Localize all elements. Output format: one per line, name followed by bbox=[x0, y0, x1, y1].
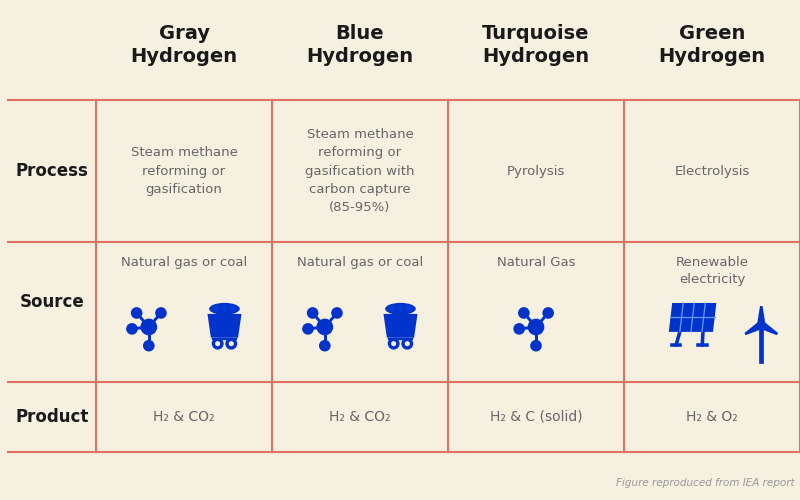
Text: H₂ & CO₂: H₂ & CO₂ bbox=[154, 410, 214, 424]
Circle shape bbox=[388, 338, 400, 349]
Circle shape bbox=[303, 324, 313, 334]
Text: Natural gas or coal: Natural gas or coal bbox=[297, 256, 423, 269]
Text: Figure reproduced from IEA report: Figure reproduced from IEA report bbox=[616, 478, 795, 488]
Circle shape bbox=[156, 308, 166, 318]
Text: Product: Product bbox=[15, 408, 89, 426]
Circle shape bbox=[226, 338, 238, 349]
Text: Pyrolysis: Pyrolysis bbox=[507, 164, 565, 177]
Polygon shape bbox=[669, 303, 716, 332]
Circle shape bbox=[528, 320, 544, 334]
Text: H₂ & C (solid): H₂ & C (solid) bbox=[490, 410, 582, 424]
Text: H₂ & CO₂: H₂ & CO₂ bbox=[330, 410, 390, 424]
Text: H₂ & O₂: H₂ & O₂ bbox=[686, 410, 738, 424]
Text: Process: Process bbox=[15, 162, 89, 180]
Circle shape bbox=[514, 324, 524, 334]
Text: Electrolysis: Electrolysis bbox=[674, 164, 750, 177]
Circle shape bbox=[391, 341, 396, 346]
Ellipse shape bbox=[222, 304, 227, 312]
Circle shape bbox=[212, 338, 224, 349]
Text: Green
Hydrogen: Green Hydrogen bbox=[658, 24, 766, 66]
Polygon shape bbox=[757, 306, 766, 325]
Circle shape bbox=[518, 308, 529, 318]
Ellipse shape bbox=[390, 304, 396, 312]
Circle shape bbox=[405, 341, 410, 346]
Ellipse shape bbox=[406, 304, 411, 312]
Text: Steam methane
reforming or
gasification with
carbon capture
(85-95%): Steam methane reforming or gasification … bbox=[306, 128, 414, 214]
Text: Source: Source bbox=[20, 293, 84, 311]
Text: Natural Gas: Natural Gas bbox=[497, 256, 575, 269]
Ellipse shape bbox=[230, 304, 235, 312]
Circle shape bbox=[131, 308, 142, 318]
Circle shape bbox=[307, 308, 318, 318]
Ellipse shape bbox=[209, 303, 240, 315]
Circle shape bbox=[543, 308, 554, 318]
Text: Gray
Hydrogen: Gray Hydrogen bbox=[130, 24, 238, 66]
Circle shape bbox=[531, 340, 541, 351]
Circle shape bbox=[127, 324, 137, 334]
Circle shape bbox=[144, 340, 154, 351]
Circle shape bbox=[229, 341, 234, 346]
Circle shape bbox=[332, 308, 342, 318]
Polygon shape bbox=[745, 321, 763, 335]
Ellipse shape bbox=[214, 304, 220, 312]
Ellipse shape bbox=[385, 303, 416, 315]
Circle shape bbox=[320, 340, 330, 351]
Circle shape bbox=[215, 341, 220, 346]
Text: Turquoise
Hydrogen: Turquoise Hydrogen bbox=[482, 24, 590, 66]
Polygon shape bbox=[207, 314, 242, 338]
Polygon shape bbox=[383, 314, 418, 338]
Circle shape bbox=[402, 338, 414, 349]
Circle shape bbox=[317, 320, 333, 334]
Text: Blue
Hydrogen: Blue Hydrogen bbox=[306, 24, 414, 66]
Text: Natural gas or coal: Natural gas or coal bbox=[121, 256, 247, 269]
Text: Renewable
electricity: Renewable electricity bbox=[675, 256, 749, 286]
Ellipse shape bbox=[398, 304, 403, 312]
Circle shape bbox=[758, 322, 765, 328]
Polygon shape bbox=[759, 321, 778, 335]
Circle shape bbox=[141, 320, 157, 334]
Text: Steam methane
reforming or
gasification: Steam methane reforming or gasification bbox=[130, 146, 238, 196]
